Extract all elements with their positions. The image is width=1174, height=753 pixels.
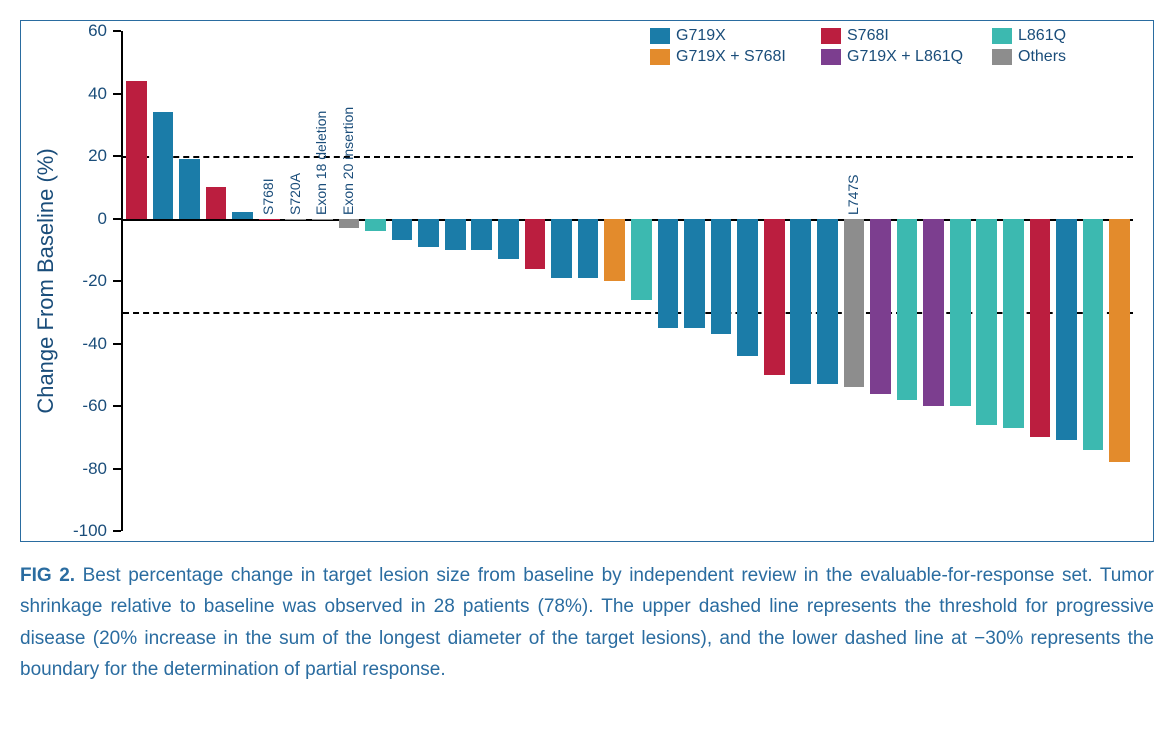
waterfall-bar	[604, 219, 625, 282]
legend-item: L861Q	[992, 27, 1147, 45]
waterfall-bar	[285, 219, 306, 220]
waterfall-bar	[339, 219, 360, 228]
legend-row: G719X S768I L861Q	[650, 27, 1147, 45]
legend-item: G719X	[650, 27, 805, 45]
figure-caption: FIG 2. Best percentage change in target …	[20, 560, 1154, 685]
legend-swatch	[821, 49, 841, 65]
legend-item: Others	[992, 48, 1147, 66]
bar-annotation-label: Exon 18 deletion	[313, 110, 329, 214]
waterfall-bar	[976, 219, 997, 425]
waterfall-bar	[259, 219, 280, 220]
chart-box: G719X S768I L861Q G719X + S768I G719X + L861…	[20, 20, 1154, 542]
figure-label: FIG 2.	[20, 565, 75, 586]
legend-swatch	[821, 28, 841, 44]
y-tick-label: 20	[57, 146, 121, 166]
legend-label: G719X + L861Q	[847, 48, 963, 66]
legend-row: G719X + S768I G719X + L861Q Others	[650, 48, 1147, 66]
legend-label: G719X + S768I	[676, 48, 786, 66]
waterfall-bar	[1056, 219, 1077, 441]
waterfall-bar	[206, 187, 227, 218]
legend-swatch	[650, 28, 670, 44]
waterfall-bar	[631, 219, 652, 300]
waterfall-bar	[365, 219, 386, 232]
reference-line	[123, 156, 1133, 158]
waterfall-bar	[445, 219, 466, 250]
legend-item: G719X + S768I	[650, 48, 805, 66]
waterfall-bar	[684, 219, 705, 328]
waterfall-bar	[658, 219, 679, 328]
waterfall-bar	[418, 219, 439, 247]
plot-region: S768I S720A Exon 18 deletion Exon 20 insert…	[123, 31, 1133, 531]
waterfall-bar	[1083, 219, 1104, 450]
bar-annotation-label: L747S	[845, 174, 861, 214]
y-tick-mark	[113, 93, 121, 95]
waterfall-bar	[232, 212, 253, 218]
waterfall-bar	[471, 219, 492, 250]
waterfall-bar	[844, 219, 865, 388]
legend-label: Others	[1018, 48, 1066, 66]
y-tick-mark	[113, 530, 121, 532]
chart-area: Change From Baseline (%) -100-80-60-40-2…	[121, 31, 1133, 531]
y-axis-label: Change From Baseline (%)	[33, 148, 59, 413]
legend-swatch	[992, 28, 1012, 44]
waterfall-bar	[897, 219, 918, 400]
bar-annotation-label: S720A	[287, 172, 303, 214]
waterfall-bar	[764, 219, 785, 375]
waterfall-bar	[1030, 219, 1051, 438]
waterfall-bar	[950, 219, 971, 407]
y-tick-mark	[113, 30, 121, 32]
legend-item: S768I	[821, 27, 976, 45]
legend-swatch	[650, 49, 670, 65]
y-tick-label: 40	[57, 84, 121, 104]
waterfall-bar	[1109, 219, 1130, 463]
waterfall-bar	[179, 159, 200, 218]
y-tick-label: -40	[57, 334, 121, 354]
waterfall-bar	[817, 219, 838, 385]
waterfall-bar	[923, 219, 944, 407]
legend-swatch	[992, 49, 1012, 65]
waterfall-bar	[498, 219, 519, 260]
legend-label: S768I	[847, 27, 889, 45]
waterfall-bar	[711, 219, 732, 335]
y-tick-label: -80	[57, 459, 121, 479]
legend: G719X S768I L861Q G719X + S768I G719X + L861…	[650, 27, 1147, 66]
bar-annotation-label: Exon 20 insertion	[340, 106, 356, 214]
waterfall-bar	[1003, 219, 1024, 428]
y-tick-label: -60	[57, 396, 121, 416]
y-tick-mark	[113, 218, 121, 220]
y-tick-label: 0	[57, 209, 121, 229]
y-tick-mark	[113, 343, 121, 345]
y-tick-mark	[113, 155, 121, 157]
waterfall-bar	[392, 219, 413, 241]
y-tick-mark	[113, 468, 121, 470]
legend-item: G719X + L861Q	[821, 48, 976, 66]
y-tick-mark	[113, 280, 121, 282]
y-tick-label: 60	[57, 21, 121, 41]
waterfall-bar	[312, 219, 333, 220]
legend-label: G719X	[676, 27, 726, 45]
y-tick-label: -20	[57, 271, 121, 291]
waterfall-bar	[578, 219, 599, 278]
waterfall-bar	[126, 81, 147, 219]
bar-annotation-label: S768I	[260, 178, 276, 215]
waterfall-bar	[737, 219, 758, 357]
y-tick-mark	[113, 405, 121, 407]
legend-label: L861Q	[1018, 27, 1066, 45]
figure-container: G719X S768I L861Q G719X + S768I G719X + L861…	[20, 20, 1154, 685]
figure-caption-text: Best percentage change in target lesion …	[20, 565, 1154, 680]
y-tick-label: -100	[57, 521, 121, 541]
waterfall-bar	[551, 219, 572, 278]
waterfall-bar	[870, 219, 891, 394]
waterfall-bar	[525, 219, 546, 269]
waterfall-bar	[790, 219, 811, 385]
waterfall-bar	[153, 112, 174, 218]
